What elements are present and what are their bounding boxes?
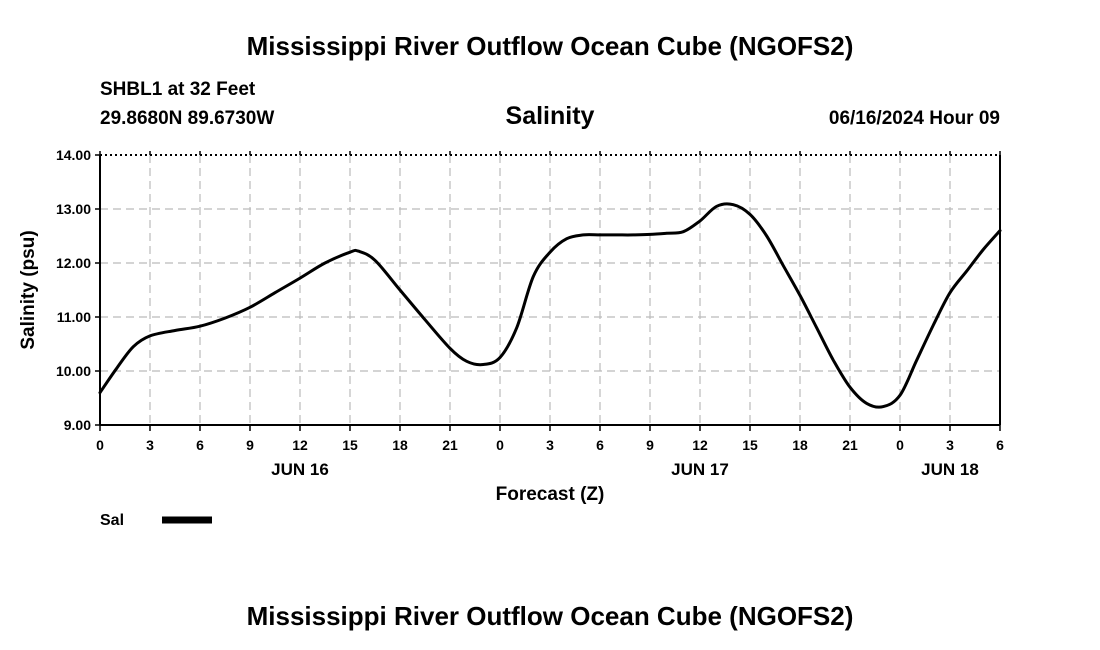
forecast-timestamp: 06/16/2024 Hour 09: [829, 108, 1000, 129]
y-tick-label: 9.00: [64, 417, 91, 433]
x-tick-label: 6: [196, 437, 204, 453]
y-tick-label: 12.00: [56, 255, 91, 271]
x-tick-label: 15: [742, 437, 758, 453]
y-tick-label: 10.00: [56, 363, 91, 379]
x-tick-label: 3: [946, 437, 954, 453]
coordinates-label: 29.8680N 89.6730W: [100, 108, 274, 129]
x-tick-label: 15: [342, 437, 358, 453]
date-label: JUN 17: [671, 460, 729, 479]
x-tick-label: 3: [146, 437, 154, 453]
y-axis: 9.00 10.00 11.00 12.00 13.00 14.00: [56, 147, 100, 433]
series-line-sal: [98, 202, 1002, 409]
date-label: JUN 16: [271, 460, 329, 479]
chart-subtitle: Salinity: [506, 102, 595, 130]
x-tick-label: 6: [596, 437, 604, 453]
x-tick-label: 6: [996, 437, 1004, 453]
y-tick-label: 14.00: [56, 147, 91, 163]
x-tick-label: 21: [442, 437, 458, 453]
x-tick-label: 18: [792, 437, 808, 453]
x-tick-label: 0: [96, 437, 104, 453]
grid-lines: [100, 155, 1000, 425]
x-tick-label: 0: [896, 437, 904, 453]
series-lines: [98, 202, 1002, 409]
x-tick-label: 21: [842, 437, 858, 453]
x-tick-label: 12: [292, 437, 308, 453]
date-labels: JUN 16 JUN 17 JUN 18: [271, 460, 979, 479]
x-axis: 0 3 6 9 12 15 18 21 0 3 6 9 12 15 18 21 0 3 6: [96, 151, 1004, 453]
y-tick-label: 13.00: [56, 201, 91, 217]
chart-main-title: Mississippi River Outflow Ocean Cube (NG…: [247, 31, 854, 61]
date-label: JUN 18: [921, 460, 979, 479]
x-tick-label: 9: [646, 437, 654, 453]
x-tick-label: 18: [392, 437, 408, 453]
x-axis-label: Forecast (Z): [496, 484, 605, 505]
x-tick-label: 12: [692, 437, 708, 453]
station-label: SHBL1 at 32 Feet: [100, 79, 256, 100]
x-tick-label: 0: [496, 437, 504, 453]
y-tick-label: 11.00: [57, 309, 91, 325]
x-tick-label: 3: [546, 437, 554, 453]
x-tick-label: 9: [246, 437, 254, 453]
y-axis-label: Salinity (psu): [18, 230, 39, 349]
legend: Sal: [100, 512, 212, 529]
legend-label: Sal: [100, 512, 124, 529]
footer-title: Mississippi River Outflow Ocean Cube (NG…: [247, 601, 854, 631]
